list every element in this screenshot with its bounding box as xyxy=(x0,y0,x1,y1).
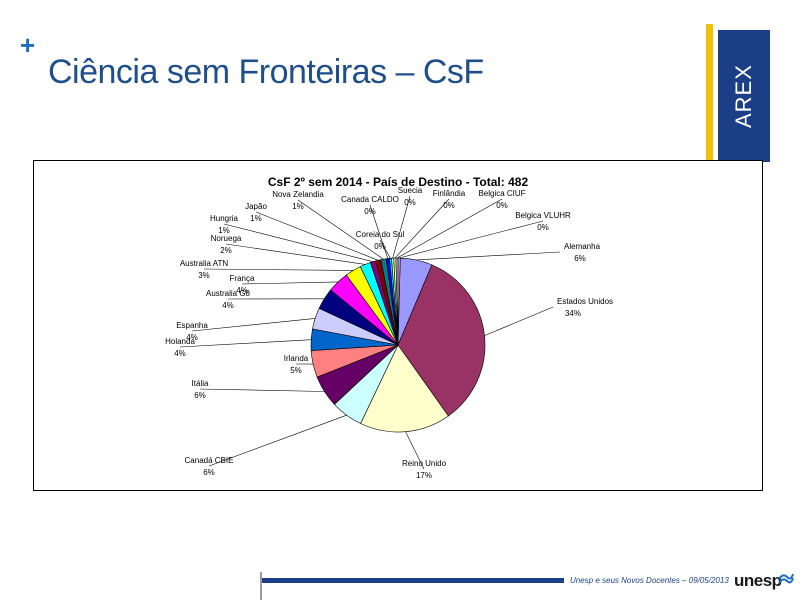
pie-slice-reino-unido xyxy=(360,344,449,433)
slice-percent: 0% xyxy=(537,223,549,232)
slice-label: Belgica VLUHR xyxy=(515,211,571,220)
pie-slice-estados-unidos xyxy=(397,264,486,417)
leader-line xyxy=(369,204,389,259)
leader-line xyxy=(399,220,544,259)
leader-line xyxy=(241,281,339,285)
slice-label: Canada CALDO xyxy=(341,195,399,204)
slice-percent: 4% xyxy=(222,301,234,310)
slice-percent: 1% xyxy=(250,214,262,223)
slice-label: França xyxy=(230,274,255,283)
leader-line xyxy=(379,239,391,259)
slide-title: Ciência sem Fronteiras – CsF xyxy=(48,53,484,91)
slice-label: Australia G8 xyxy=(206,289,251,298)
slice-label: Itália xyxy=(192,379,209,388)
leader-line xyxy=(223,223,373,262)
leader-line xyxy=(203,268,354,271)
slice-percent: 0% xyxy=(496,201,508,210)
slice-label: Finlândia xyxy=(433,189,466,198)
footer-divider xyxy=(260,572,262,600)
pie-chart: CsF 2º sem 2014 - País de Destino - Tota… xyxy=(165,175,613,480)
slice-percent: 6% xyxy=(194,391,206,400)
slice-label: Reino Unido xyxy=(402,459,447,468)
leader-line xyxy=(255,211,379,261)
leader-line xyxy=(484,306,554,336)
brand-text: AREX xyxy=(731,64,756,128)
slice-percent: 6% xyxy=(203,468,215,477)
leader-line xyxy=(405,431,425,470)
leader-line xyxy=(179,339,312,348)
slice-percent: 5% xyxy=(290,366,302,375)
leader-line xyxy=(297,199,384,260)
slice-percent: 4% xyxy=(186,333,198,342)
leader-line xyxy=(416,251,561,261)
slice-label: Japão xyxy=(245,202,267,211)
slice-label: Holanda xyxy=(165,337,195,346)
unesp-mark-icon xyxy=(778,573,794,584)
slice-label: Espanha xyxy=(176,321,208,330)
slice-percent: 17% xyxy=(416,471,432,480)
chart-frame: CsF 2º sem 2014 - País de Destino - Tota… xyxy=(33,160,763,491)
leader-line xyxy=(394,198,450,259)
leader-line xyxy=(225,243,366,265)
slice-percent: 0% xyxy=(374,242,386,251)
footer-text: Unesp e seus Novos Docentes – 09/05/2013 xyxy=(570,576,729,585)
slice-label: Canadá CBIE xyxy=(185,456,234,465)
slice-label: Nova Zelandia xyxy=(272,190,324,199)
leader-line xyxy=(191,318,316,332)
slice-percent: 0% xyxy=(404,198,416,207)
slice-percent: 4% xyxy=(174,349,186,358)
slice-label: Alemanha xyxy=(564,242,601,251)
brand-logo: AREX xyxy=(718,30,770,162)
slice-percent: 0% xyxy=(364,207,376,216)
brand-stripe xyxy=(706,24,713,160)
leader-line xyxy=(396,198,503,259)
slice-label: Estados Unidos xyxy=(557,297,613,306)
slice-label: Belgica CIUF xyxy=(478,189,525,198)
slice-label: Suecia xyxy=(398,186,423,195)
slice-percent: 34% xyxy=(565,309,581,318)
slice-percent: 6% xyxy=(574,254,586,263)
slice-percent: 1% xyxy=(218,226,230,235)
plus-icon: + xyxy=(20,30,36,60)
unesp-logo: unesp xyxy=(734,571,782,590)
chart-title: CsF 2º sem 2014 - País de Destino - Tota… xyxy=(268,175,529,189)
slice-label: Irlanda xyxy=(284,354,309,363)
slice-percent: 1% xyxy=(292,202,304,211)
slice-label: Hungria xyxy=(210,214,239,223)
leader-line xyxy=(208,414,347,467)
leader-line xyxy=(199,388,325,392)
slice-percent: 3% xyxy=(198,271,210,280)
slice-percent: 4% xyxy=(236,286,248,295)
slice-label: Coreia do Sul xyxy=(356,230,405,239)
leader-line xyxy=(392,195,411,259)
slice-percent: 0% xyxy=(443,201,455,210)
slice-label: Noruega xyxy=(211,234,242,243)
footer-bar xyxy=(262,578,564,583)
slice-percent: 2% xyxy=(220,246,232,255)
slice-label: Australia ATN xyxy=(180,259,229,268)
